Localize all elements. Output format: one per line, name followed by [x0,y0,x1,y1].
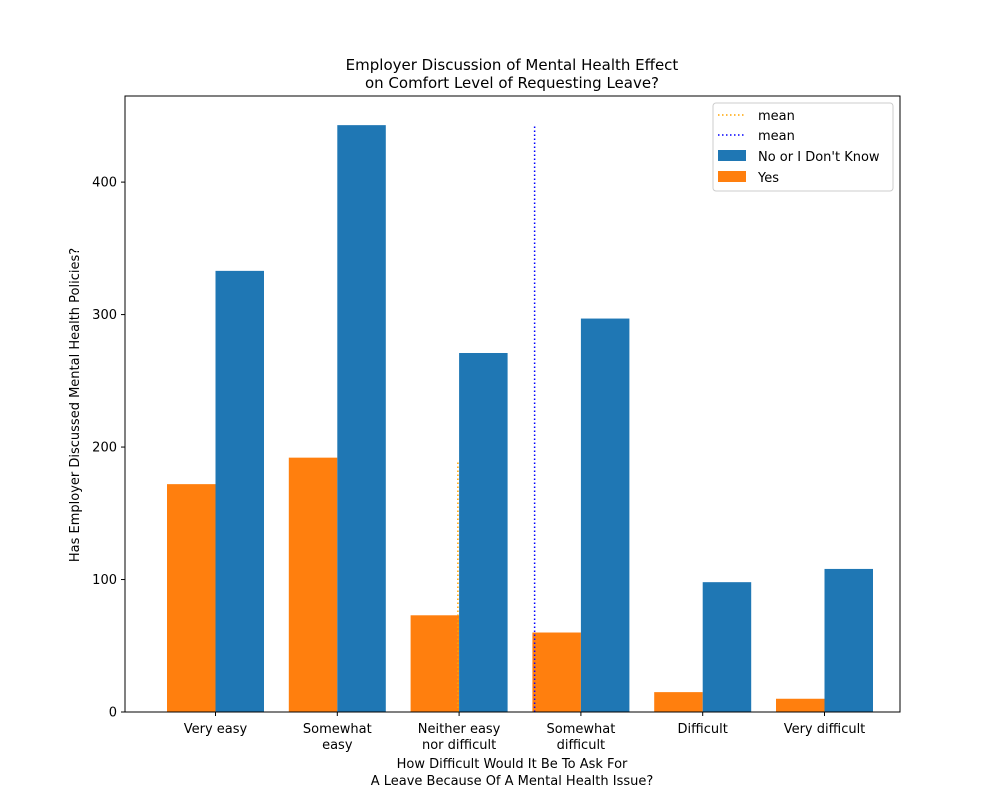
x-tick-label-3-1: difficult [557,738,606,753]
x-axis-label-line-2: A Leave Because Of A Mental Health Issue… [371,774,654,789]
chart-title-line-2: on Comfort Level of Requesting Leave? [365,74,659,92]
bar-no-or-dont-know-5 [824,568,873,712]
bar-yes-1 [288,457,338,712]
bar-yes-3 [532,632,581,712]
legend-label-no-or-dont-know: No or I Don't Know [758,150,880,165]
chart-title-line-1: Employer Discussion of Mental Health Eff… [346,56,679,74]
plot-area-frame [124,95,901,713]
bar-yes-0 [167,484,216,712]
y-axis-label: Has Employer Discussed Mental Health Pol… [68,248,83,562]
legend-label-mean-blue: mean [758,129,795,144]
bar-no-or-dont-know-4 [702,582,752,712]
bars-layer [167,125,873,712]
bar-no-or-dont-know-0 [215,270,264,712]
y-tick-label-2: 200 [92,441,117,456]
y-tick-label-4: 400 [92,176,117,191]
bar-yes-2 [410,615,460,712]
bar-no-or-dont-know-3 [580,318,630,712]
x-tick-label-1-0: Somewhat [303,722,372,737]
y-tick-label-0: 0 [109,706,117,721]
x-tick-label-2-0: Neither easy [418,722,501,737]
x-tick-label-5-0: Very difficult [784,722,866,737]
y-axis-ticks: 0 100 200 300 400 [92,176,125,721]
y-tick-label-3: 300 [92,308,117,323]
x-tick-label-1-1: easy [322,738,353,753]
x-tick-label-2-1: nor difficult [422,738,496,753]
legend-swatch-no-or-dont-know [718,150,746,161]
bar-no-or-dont-know-2 [459,352,508,712]
legend-label-yes: Yes [757,171,779,186]
bar-yes-5 [776,698,825,712]
mean-lines-layer [457,125,536,712]
legend: mean mean No or I Don't Know Yes [712,102,894,192]
legend-swatch-yes [718,171,746,182]
x-tick-label-4-0: Difficult [678,722,728,737]
legend-label-mean-orange: mean [758,109,795,124]
x-tick-label-0-0: Very easy [184,722,248,737]
x-tick-label-3-0: Somewhat [546,722,615,737]
bar-no-or-dont-know-1 [337,125,386,712]
x-axis-label-line-1: How Difficult Would It Be To Ask For [397,757,628,772]
bar-yes-4 [654,692,703,712]
legend-box [712,102,894,192]
y-tick-label-1: 100 [92,573,117,588]
